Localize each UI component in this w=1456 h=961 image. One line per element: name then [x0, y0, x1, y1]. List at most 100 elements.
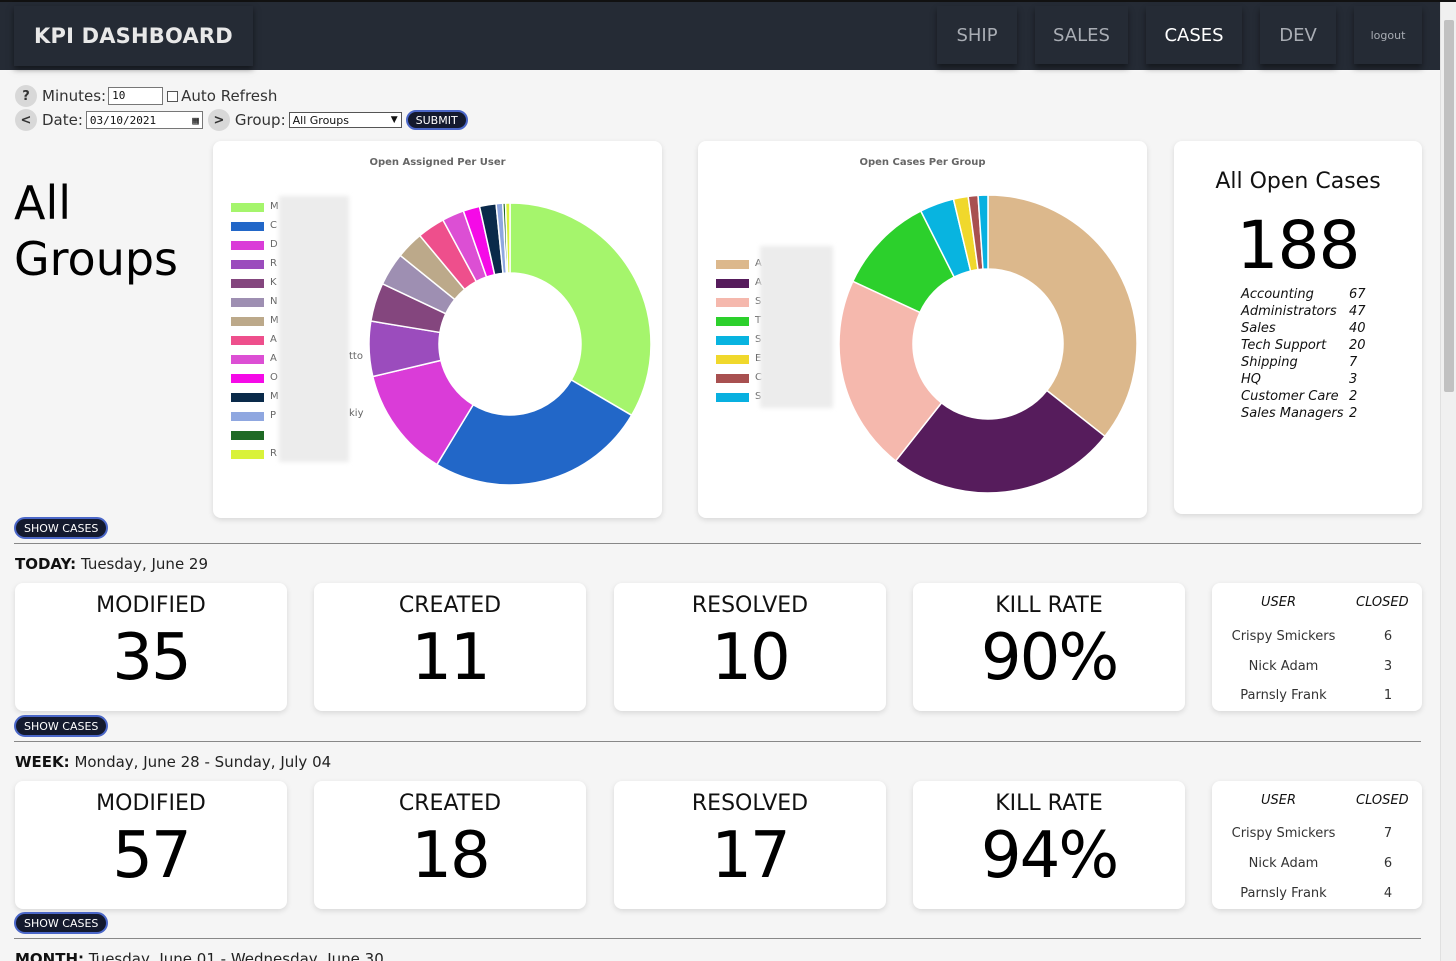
closer-count: 7: [1383, 826, 1393, 841]
stat-value: 18: [411, 819, 490, 893]
tab-ship[interactable]: SHIP: [937, 6, 1017, 64]
closer-name: Nick Adam: [1248, 856, 1319, 871]
legend-label: M: [270, 315, 279, 326]
stat-card-modified: MODIFIED 35: [15, 583, 287, 711]
page-title-line-2: Groups: [14, 232, 179, 286]
legend-label: T: [755, 315, 762, 326]
donut-slice[interactable]: [894, 389, 1106, 494]
legend-label: S: [755, 296, 762, 307]
legend-swatch: [716, 355, 749, 364]
date-label: Date:: [42, 111, 83, 129]
group-select[interactable]: All Groups ▼: [288, 112, 402, 128]
calendar-icon[interactable]: ▦: [192, 113, 199, 127]
tab-sales[interactable]: SALES: [1035, 6, 1128, 64]
stat-value: 90%: [980, 621, 1119, 695]
legend-swatch: [231, 393, 264, 402]
group-count: 20: [1349, 338, 1366, 353]
donut-slice[interactable]: [987, 194, 1138, 438]
stat-label: KILL RATE: [995, 791, 1103, 816]
group-count: 40: [1349, 321, 1366, 336]
submit-button[interactable]: SUBMIT: [405, 110, 468, 130]
donut-slice[interactable]: [977, 194, 989, 270]
prev-date-button[interactable]: <: [15, 109, 37, 131]
legend-swatch: [231, 355, 264, 364]
donut-slice[interactable]: [509, 202, 652, 417]
legend-swatch: [231, 317, 264, 326]
legend-label: R: [270, 258, 277, 269]
tab-cases[interactable]: CASES: [1146, 6, 1242, 64]
stat-value: 11: [411, 621, 490, 695]
group-name: HQ: [1241, 372, 1262, 387]
group-count: 67: [1349, 287, 1366, 302]
week-period: WEEK: Monday, June 28 - Sunday, July 04: [15, 753, 331, 771]
legend-swatch: [231, 203, 264, 212]
legend-label: C: [755, 372, 762, 383]
date-value: 03/10/2021: [89, 113, 157, 127]
group-count: 3: [1349, 372, 1358, 387]
scrollbar-thumb[interactable]: [1444, 20, 1454, 392]
minutes-input[interactable]: 10: [108, 87, 164, 105]
donut-slice[interactable]: [504, 202, 511, 274]
stat-label: CREATED: [398, 593, 502, 618]
open-cases-title: All Open Cases: [1215, 169, 1381, 194]
legend-swatch: [231, 298, 264, 307]
page-scrollbar[interactable]: [1440, 2, 1456, 961]
legend-label: M: [270, 391, 279, 402]
stat-value: 35: [112, 621, 191, 695]
page-title-line-1: All: [14, 176, 72, 230]
legend-swatch: [716, 393, 749, 402]
legend-swatch: [231, 374, 264, 383]
redacted-legend-names: [760, 246, 833, 408]
closer-count: 6: [1383, 629, 1393, 644]
group-name: Administrators: [1241, 304, 1337, 319]
legend-label: S: [755, 334, 762, 345]
legend-label: C: [270, 220, 277, 231]
date-row: < Date: 03/10/2021 ▦ > Group: All Groups…: [15, 108, 468, 132]
legend-label: A: [755, 258, 762, 269]
donut-slice[interactable]: [435, 378, 633, 486]
help-button[interactable]: ?: [15, 85, 37, 107]
logout-button[interactable]: logout: [1354, 6, 1422, 64]
tab-dev[interactable]: DEV: [1260, 6, 1336, 64]
brand-title[interactable]: KPI DASHBOARD: [14, 6, 253, 66]
legend-label: R: [270, 448, 277, 459]
section-divider: [14, 741, 1421, 742]
next-date-button[interactable]: >: [207, 109, 230, 131]
stat-value: 57: [112, 819, 191, 893]
show-cases-button[interactable]: SHOW CASES: [14, 715, 109, 737]
chart-title: Open Assigned Per User: [369, 157, 506, 168]
stat-value: 94%: [980, 819, 1119, 893]
stat-label: RESOLVED: [691, 593, 809, 618]
legend-swatch: [231, 241, 264, 250]
legend-fragment: kiy: [349, 408, 364, 419]
auto-refresh-checkbox[interactable]: [167, 90, 179, 102]
period-dates: Tuesday, June 01 - Wednesday, June 30: [84, 950, 384, 961]
legend-label: A: [270, 353, 277, 364]
month-period: MONTH: Tuesday, June 01 - Wednesday, Jun…: [15, 950, 384, 961]
legend-label: D: [270, 239, 278, 250]
date-input[interactable]: 03/10/2021 ▦: [85, 111, 203, 129]
show-cases-button[interactable]: SHOW CASES: [14, 517, 109, 539]
donut-chart: [368, 202, 652, 486]
redacted-legend-names: [279, 196, 349, 462]
donut-slice[interactable]: [838, 280, 943, 462]
legend-swatch: [716, 279, 749, 288]
section-divider: [14, 543, 1421, 544]
legend-label: P: [270, 410, 277, 421]
closer-name: Nick Adam: [1248, 659, 1319, 674]
group-count: 7: [1349, 355, 1358, 370]
stat-card-created: CREATED 11: [314, 583, 586, 711]
stat-label: RESOLVED: [691, 791, 809, 816]
closer-name: Parnsly Frank: [1240, 886, 1327, 901]
show-cases-button[interactable]: SHOW CASES: [14, 912, 109, 934]
legend-label: K: [270, 277, 277, 288]
group-name: Tech Support: [1241, 338, 1327, 353]
open-cases-card: All Open Cases 188 Accounting 67 Administr…: [1174, 141, 1422, 514]
group-name: Customer Care: [1241, 389, 1339, 404]
legend-swatch: [231, 260, 264, 269]
group-name: Shipping: [1241, 355, 1298, 370]
closed-by-user-card: USER CLOSED Crispy Smickers 7 Nick Adam …: [1212, 781, 1422, 909]
legend-swatch: [716, 260, 749, 269]
legend-swatch: [716, 298, 749, 307]
